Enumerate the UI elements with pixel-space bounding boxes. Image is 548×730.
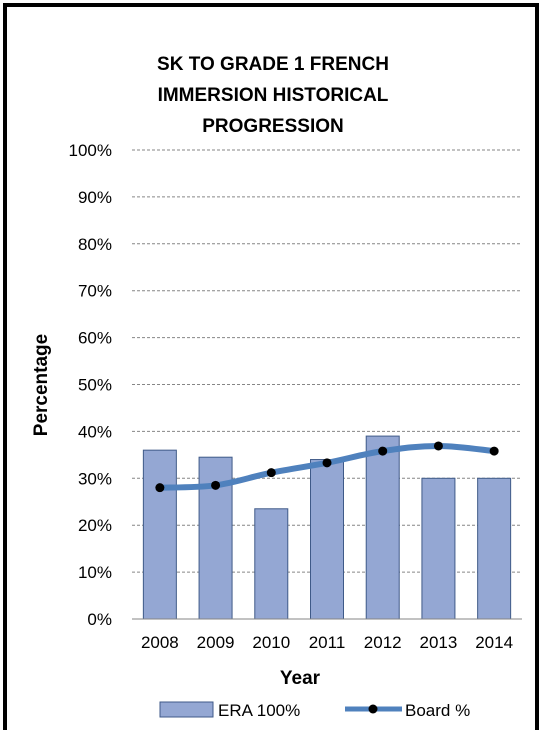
legend-swatch-board-marker bbox=[368, 704, 378, 714]
bar bbox=[421, 477, 456, 620]
legend-swatch-era bbox=[159, 701, 214, 718]
y-axis-label: Percentage bbox=[31, 334, 52, 436]
y-tick-label: 50% bbox=[78, 376, 112, 395]
line-point bbox=[266, 468, 276, 478]
y-tick-labels: 0% 10% 20% 30% 40% 50% 60% 70% 80% 90% 100% bbox=[69, 141, 112, 629]
legend: ERA 100% Board % bbox=[159, 701, 470, 720]
y-tick-label: 70% bbox=[78, 282, 112, 301]
y-tick-label: 40% bbox=[78, 422, 112, 441]
bar bbox=[365, 435, 400, 620]
bar bbox=[142, 449, 177, 620]
line-point bbox=[433, 441, 443, 451]
y-tick-label: 0% bbox=[87, 610, 112, 629]
legend-label-board: Board % bbox=[405, 701, 470, 720]
line-point bbox=[211, 480, 221, 490]
y-tick-label: 90% bbox=[78, 188, 112, 207]
y-tick-label: 30% bbox=[78, 469, 112, 488]
bar bbox=[477, 477, 512, 620]
y-tick-label: 80% bbox=[78, 235, 112, 254]
y-tick-label: 10% bbox=[78, 563, 112, 582]
y-tick-label: 100% bbox=[69, 141, 112, 160]
x-tick-label: 2010 bbox=[252, 633, 290, 652]
line-point bbox=[322, 458, 332, 468]
y-tick-label: 60% bbox=[78, 329, 112, 348]
chart-title-line-1: SK TO GRADE 1 FRENCH bbox=[157, 54, 389, 75]
x-tick-label: 2013 bbox=[420, 633, 458, 652]
x-tick-label: 2014 bbox=[475, 633, 513, 652]
x-tick-label: 2011 bbox=[309, 633, 346, 652]
line-point bbox=[155, 483, 165, 493]
x-axis-label: Year bbox=[280, 668, 321, 689]
bar bbox=[310, 459, 344, 620]
bar bbox=[254, 508, 289, 620]
line-series bbox=[155, 441, 499, 493]
line-point bbox=[378, 446, 388, 456]
x-tick-label: 2009 bbox=[197, 633, 235, 652]
x-tick-labels: 2008 2009 2010 2011 2012 2013 2014 bbox=[141, 633, 513, 652]
x-tick-label: 2008 bbox=[141, 633, 179, 652]
chart-title-line-2: IMMERSION HISTORICAL bbox=[158, 85, 389, 106]
legend-label-era: ERA 100% bbox=[218, 701, 300, 720]
line-point bbox=[489, 446, 499, 456]
chart-title-line-3: PROGRESSION bbox=[202, 116, 343, 137]
y-tick-label: 20% bbox=[78, 516, 112, 535]
bar-series bbox=[142, 435, 512, 620]
chart-title: SK TO GRADE 1 FRENCH IMMERSION HISTORICA… bbox=[157, 54, 389, 137]
x-tick-label: 2012 bbox=[364, 633, 402, 652]
